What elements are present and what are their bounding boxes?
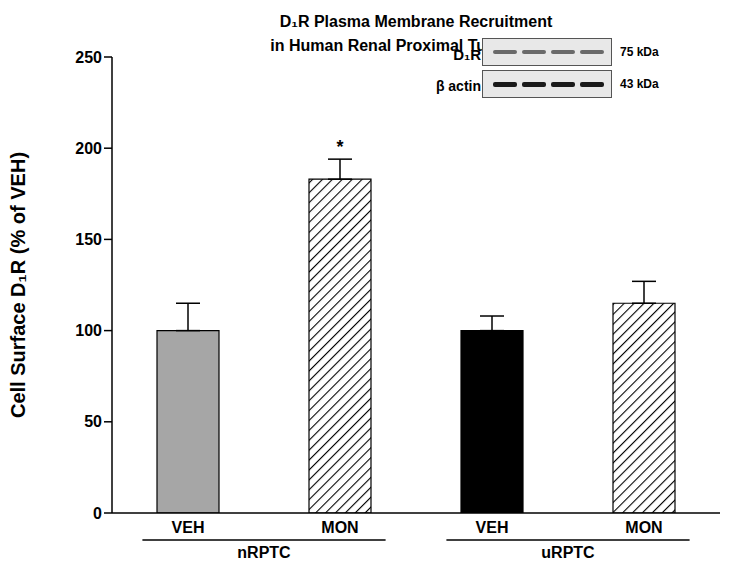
html-text:D₁R Plasma Membrane Recruitmen: D₁R Plasma Membrane Recruitment [279,13,553,30]
svg-text:250: 250 [75,49,102,66]
svg-text:MON: MON [625,519,662,536]
svg-text:*: * [336,137,343,157]
svg-text:150: 150 [75,231,102,248]
svg-text:100: 100 [75,322,102,339]
svg-text:50: 50 [84,413,102,430]
html-text:β actin: β actin [435,78,481,94]
svg-text:VEH: VEH [172,519,205,536]
html-text:75 kDa: 75 kDa [620,45,659,59]
html-text:in Human Renal Proximal Tubule: in Human Renal Proximal Tubule Cells [270,37,562,54]
svg-text:200: 200 [75,140,102,157]
html-text:43 kDa: 43 kDa [620,77,659,91]
svg-text:nRPTC: nRPTC [237,544,291,561]
svg-text:uRPTC: uRPTC [541,544,595,561]
html-text:Cell Surface D₁R (% of VEH): Cell Surface D₁R (% of VEH) [7,152,29,418]
svg-text:0: 0 [93,505,102,522]
html-text:D₁R: D₁R [453,46,481,63]
svg-text:MON: MON [321,519,358,536]
svg-text:VEH: VEH [476,519,509,536]
